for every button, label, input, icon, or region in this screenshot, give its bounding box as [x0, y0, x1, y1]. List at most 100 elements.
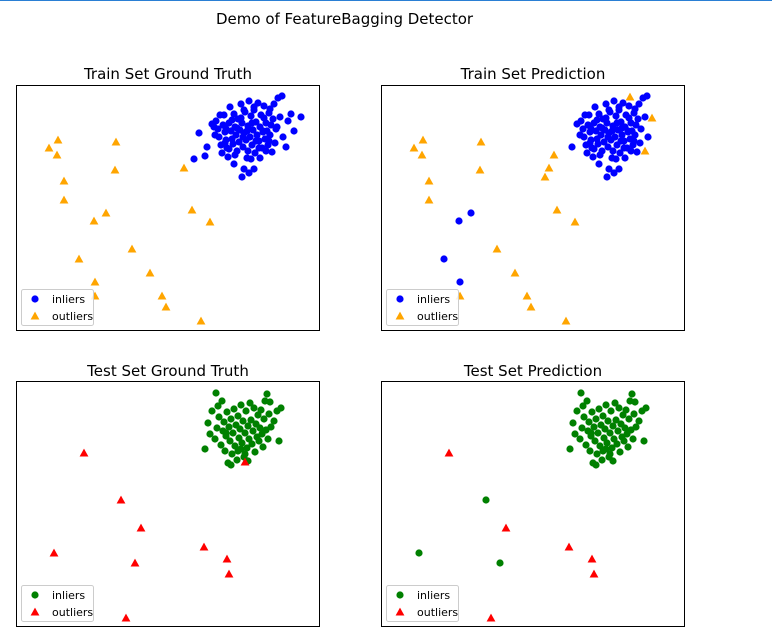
data-point-inliers-63	[642, 404, 650, 412]
data-point-outliers-9	[240, 457, 250, 466]
data-point-inliers-31	[604, 417, 612, 425]
data-point-inliers-24	[232, 131, 240, 139]
data-point-inliers-3	[208, 407, 216, 415]
data-point-outliers-13	[145, 268, 155, 277]
data-point-inliers-33	[241, 429, 249, 437]
data-point-inliers-34	[607, 407, 615, 415]
data-point-inliers-80	[630, 137, 638, 145]
data-point-outliers-14	[570, 217, 580, 226]
data-point-inliers-82	[596, 151, 604, 159]
data-point-inliers-36	[609, 422, 617, 430]
data-point-outliers-0	[444, 448, 454, 457]
data-point-inliers-22	[230, 110, 238, 118]
data-point-inliers-17	[225, 423, 233, 431]
data-point-inliers-66	[276, 113, 284, 121]
data-point-inliers-73	[598, 124, 606, 132]
data-point-outliers-3	[59, 176, 69, 185]
data-point-inliers-13	[589, 153, 597, 161]
data-point-outliers-0	[409, 143, 419, 152]
data-point-outliers-6	[475, 165, 485, 174]
data-point-inliers-72	[496, 559, 504, 567]
data-point-inliers-87	[593, 116, 601, 124]
axes-frame	[381, 381, 685, 627]
data-point-inliers-5	[577, 389, 585, 397]
data-point-inliers-84	[620, 144, 628, 152]
data-point-inliers-13	[221, 447, 229, 455]
legend-label-inliers: inliers	[52, 293, 85, 306]
legend-label-inliers: inliers	[52, 589, 85, 602]
data-point-inliers-57	[265, 410, 273, 418]
panel-title-test-ground-truth: Test Set Ground Truth	[87, 362, 249, 380]
data-point-outliers-1	[501, 523, 511, 532]
data-point-inliers-60	[636, 139, 644, 147]
figure-suptitle: Demo of FeatureBagging Detector	[216, 10, 474, 28]
data-point-outliers-8	[121, 613, 131, 622]
data-point-inliers-88	[265, 137, 273, 145]
legend-label-outliers: outliers	[417, 310, 458, 323]
data-point-outliers-5	[89, 216, 99, 225]
data-point-inliers-34	[242, 407, 250, 415]
data-point-inliers-4	[211, 435, 219, 443]
data-point-inliers-65	[592, 461, 600, 469]
data-point-inliers-34	[610, 97, 618, 105]
legend-box	[21, 585, 94, 622]
data-point-inliers-67	[602, 445, 610, 453]
data-point-outliers-20	[625, 92, 635, 101]
data-point-outliers-5	[486, 613, 496, 622]
data-point-inliers-3	[573, 407, 581, 415]
data-point-inliers-35	[611, 133, 619, 141]
data-point-inliers-8	[215, 413, 223, 421]
data-point-inliers-83	[608, 127, 616, 135]
data-point-outliers-19	[647, 113, 657, 122]
legend: inliers outliers	[386, 585, 459, 622]
data-point-outliers-5	[199, 542, 209, 551]
data-point-outliers-12	[544, 163, 554, 172]
legend-box	[21, 289, 94, 326]
data-point-inliers-75	[230, 160, 238, 168]
data-point-inliers-64	[587, 429, 595, 437]
data-point-inliers-98	[222, 125, 230, 133]
data-point-inliers-55	[631, 131, 639, 139]
data-point-inliers-49	[625, 102, 633, 110]
data-point-inliers-79	[250, 165, 258, 173]
data-point-inliers-67	[595, 160, 603, 168]
data-point-inliers-33	[606, 429, 614, 437]
data-point-inliers-10	[218, 149, 226, 157]
data-point-inliers-85	[602, 114, 610, 122]
data-point-inliers-99	[247, 155, 255, 163]
data-point-inliers-39	[247, 416, 255, 424]
data-point-inliers-52	[260, 102, 268, 110]
data-point-inliers-84	[244, 147, 252, 155]
data-point-inliers-74	[225, 145, 233, 153]
data-point-inliers-38	[246, 133, 254, 141]
data-point-outliers-1	[49, 548, 59, 557]
data-point-outliers-1	[418, 135, 428, 144]
legend-marker-outliers	[30, 607, 40, 616]
data-point-inliers-63	[271, 139, 279, 147]
data-point-inliers-70	[603, 173, 611, 181]
axes-frame	[16, 381, 320, 627]
legend-box	[386, 289, 459, 326]
data-point-inliers-5	[580, 133, 588, 141]
data-point-outliers-7	[74, 254, 84, 263]
data-point-outliers-2	[52, 150, 62, 159]
data-point-inliers-9	[582, 441, 590, 449]
data-point-inliers-55	[628, 390, 636, 398]
legend-label-outliers: outliers	[52, 606, 93, 619]
data-point-inliers-18	[594, 140, 602, 148]
data-point-inliers-71	[415, 549, 423, 557]
data-point-outliers-7	[224, 569, 234, 578]
legend-marker-outliers	[395, 607, 405, 616]
data-point-inliers-4	[576, 435, 584, 443]
data-point-inliers-29	[237, 100, 245, 108]
data-point-inliers-71	[287, 110, 295, 118]
data-point-inliers-39	[612, 416, 620, 424]
legend-label-inliers: inliers	[417, 293, 450, 306]
data-point-inliers-83	[260, 114, 268, 122]
data-point-inliers-58	[634, 115, 642, 123]
data-point-inliers-81	[618, 124, 626, 132]
data-point-outliers-3	[136, 523, 146, 532]
legend-marker-inliers	[396, 295, 404, 303]
data-point-outliers-14	[157, 291, 167, 300]
data-point-inliers-65	[227, 461, 235, 469]
